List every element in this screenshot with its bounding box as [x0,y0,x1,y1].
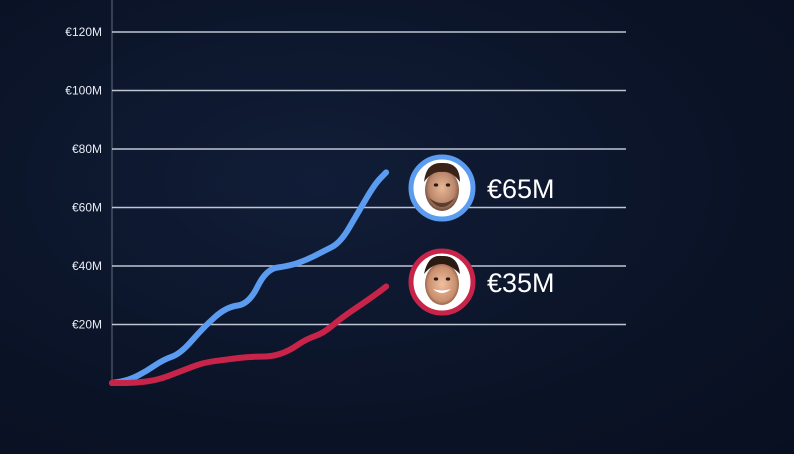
grid-lines [111,0,626,383]
series-end-label-2: €35M [487,268,555,298]
y-tick-label: €40M [72,259,102,273]
y-tick-label: €60M [72,201,102,215]
y-tick-label: €100M [65,84,102,98]
series-end-label-1: €65M [487,174,555,204]
series-line-2 [109,283,390,386]
series-end-labels: €65M €35M [487,174,555,298]
series-lines [109,169,390,386]
y-axis-tick-labels: €20M €40M €60M €80M €100M €120M [65,25,102,332]
series-line-1 [109,169,390,386]
player-portrait-2 [408,248,476,316]
y-tick-label: €20M [72,318,102,332]
y-tick-label: €120M [65,25,102,39]
y-tick-label: €80M [72,142,102,156]
player-portrait-1 [408,154,476,222]
series-end-markers [408,154,476,316]
